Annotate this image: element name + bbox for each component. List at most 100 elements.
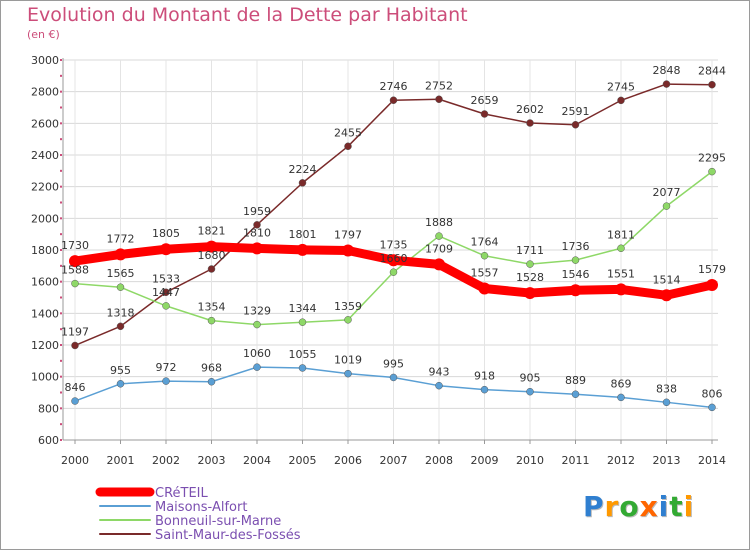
legend-label-0: CRéTEIL [155, 486, 209, 501]
data-point [71, 279, 79, 288]
y-minor-tick [60, 423, 62, 426]
data-point [207, 316, 216, 325]
data-point [162, 377, 170, 385]
data-point [660, 289, 673, 302]
data-label: 972 [156, 361, 177, 374]
data-label: 1735 [380, 238, 408, 251]
data-label: 1579 [698, 263, 726, 276]
y-tick-label: 1600 [31, 276, 59, 289]
y-minor-tick [60, 201, 62, 204]
data-label: 918 [474, 370, 495, 383]
data-label: 1805 [152, 227, 180, 240]
y-tick-label: 800 [38, 402, 59, 415]
logo-letter: i [683, 490, 695, 523]
data-point [342, 244, 354, 257]
data-point [114, 248, 127, 261]
y-tick-label: 3000 [31, 54, 59, 67]
data-point [480, 110, 489, 118]
data-point [160, 243, 172, 256]
data-point [344, 369, 352, 378]
y-minor-tick [60, 233, 62, 236]
data-label: 1821 [198, 225, 226, 238]
data-point [662, 80, 671, 88]
data-label: 1557 [471, 266, 499, 279]
data-point [708, 167, 716, 176]
data-label: 806 [702, 387, 723, 400]
data-label: 1680 [198, 249, 226, 262]
data-point [116, 322, 125, 331]
data-label: 1060 [243, 347, 271, 360]
y-minor-tick [60, 439, 62, 441]
data-label: 2077 [653, 186, 681, 199]
data-point [435, 95, 443, 104]
data-point [526, 387, 534, 396]
y-minor-tick [60, 154, 62, 156]
data-label: 2591 [562, 105, 590, 118]
data-label: 1709 [425, 242, 453, 255]
data-point [617, 96, 625, 105]
data-point [435, 232, 443, 240]
chart-title: Evolution du Montant de la Dette par Hab… [27, 4, 468, 26]
y-minor-tick [60, 90, 62, 93]
y-minor-tick [60, 59, 62, 61]
logo-letter: t [669, 490, 684, 523]
data-point [71, 341, 79, 350]
data-label: 2455 [334, 126, 362, 139]
data-label: 1551 [607, 267, 635, 280]
data-point [389, 268, 398, 276]
data-label: 2224 [289, 163, 317, 176]
x-tick-label: 2003 [198, 454, 226, 467]
data-point [162, 302, 170, 310]
x-tick-label: 2011 [562, 454, 590, 467]
data-label: 2844 [698, 65, 726, 78]
x-tick-label: 2002 [152, 454, 180, 467]
data-point [569, 284, 582, 297]
data-point [253, 221, 261, 229]
legend-label-1: Maisons-Alfort [155, 500, 247, 515]
data-point [116, 283, 125, 291]
y-minor-tick [60, 74, 62, 77]
data-label: 1514 [653, 273, 681, 286]
data-label: 1565 [107, 267, 135, 280]
data-point [708, 403, 716, 412]
data-label: 1730 [61, 239, 89, 252]
y-minor-tick [60, 359, 62, 362]
data-label: 1329 [243, 305, 271, 318]
logo-letter: i [658, 490, 670, 523]
y-minor-tick [60, 344, 62, 346]
x-tick-label: 2001 [107, 454, 135, 467]
y-minor-tick [60, 249, 62, 251]
data-point [706, 278, 718, 291]
x-tick-label: 2005 [289, 454, 317, 467]
data-label: 2659 [471, 94, 499, 107]
y-minor-tick [60, 122, 62, 125]
y-minor-tick [60, 280, 62, 283]
data-point [615, 283, 627, 296]
data-point [524, 287, 536, 300]
data-label: 943 [429, 366, 450, 379]
data-point [480, 385, 489, 394]
data-label: 1197 [61, 325, 89, 338]
data-point [253, 320, 261, 329]
data-label: 1811 [607, 228, 635, 241]
data-label: 846 [65, 381, 86, 394]
data-point [387, 254, 400, 267]
x-tick-label: 2012 [607, 454, 635, 467]
data-point [344, 142, 352, 151]
data-point [571, 121, 580, 129]
data-point [251, 242, 263, 255]
chart-subtitle: (en €) [27, 28, 60, 41]
y-minor-tick [60, 264, 62, 267]
y-minor-tick [60, 185, 62, 188]
data-point [433, 258, 445, 271]
data-point [207, 265, 216, 273]
y-tick-label: 1800 [31, 244, 59, 257]
data-label: 955 [110, 364, 131, 377]
data-point [617, 393, 625, 402]
data-point [478, 282, 491, 295]
y-minor-tick [60, 312, 62, 315]
y-minor-tick [60, 138, 62, 141]
data-point [526, 260, 534, 268]
legend-label-3: Saint-Maur-des-Fossés [155, 528, 301, 543]
legend: CRéTEILMaisons-AlfortBonneuil-sur-MarneS… [95, 486, 301, 543]
